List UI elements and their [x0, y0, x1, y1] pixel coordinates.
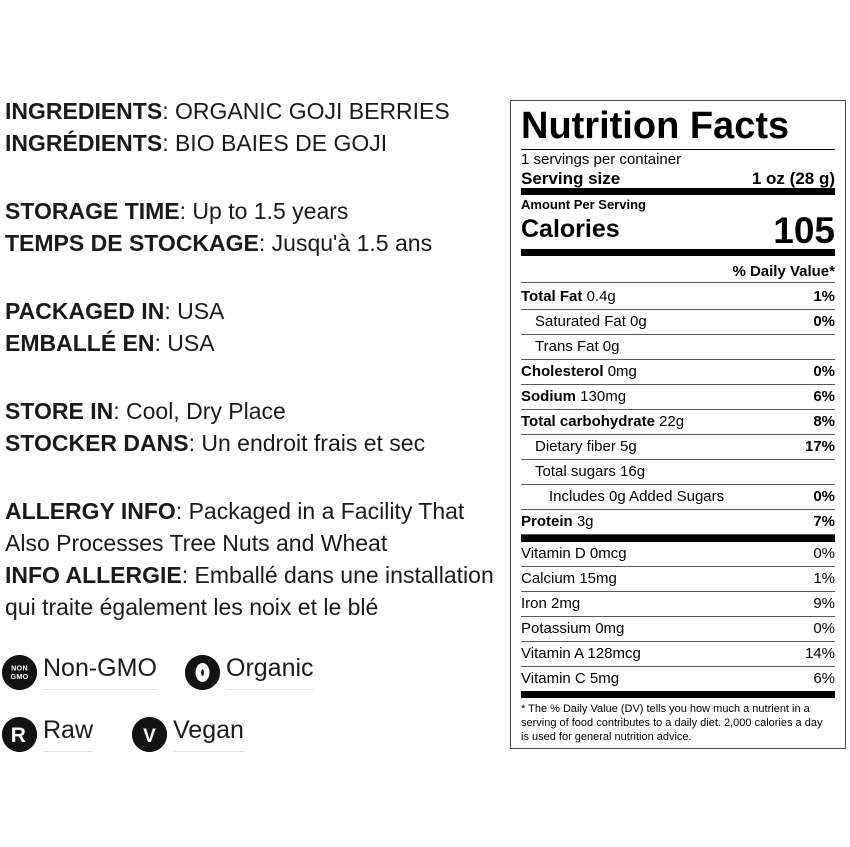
svg-text:R: R: [11, 724, 26, 747]
svg-text:V: V: [143, 726, 156, 747]
svg-text:GMO: GMO: [10, 672, 28, 681]
